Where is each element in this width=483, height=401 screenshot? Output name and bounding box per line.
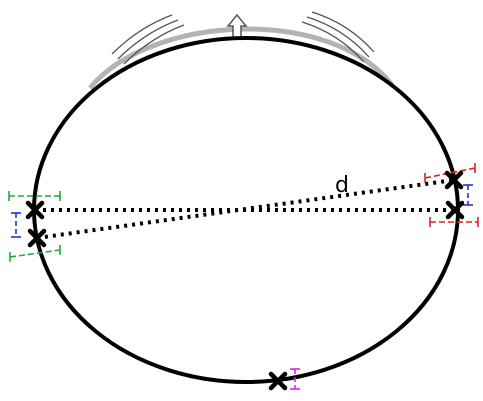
x-mark-icon: [268, 371, 288, 391]
bracket-green-left: [8, 191, 61, 262]
distance-label: d: [335, 173, 349, 198]
motion-lines-right: [301, 11, 375, 63]
bracket-blue-right: [463, 184, 473, 206]
hollow-up-arrow-icon: [226, 13, 248, 39]
bracket-blue-left: [11, 212, 21, 238]
x-mark-icon: [27, 228, 47, 248]
bracket-magenta-bottom: [290, 368, 300, 390]
dotted-line-lower: [36, 178, 455, 240]
x-mark-icon: [445, 200, 465, 220]
motion-lines-left: [111, 14, 185, 65]
bracket-red-right: [424, 163, 479, 227]
x-mark-icon: [25, 200, 45, 220]
x-mark-icon: [444, 170, 464, 190]
